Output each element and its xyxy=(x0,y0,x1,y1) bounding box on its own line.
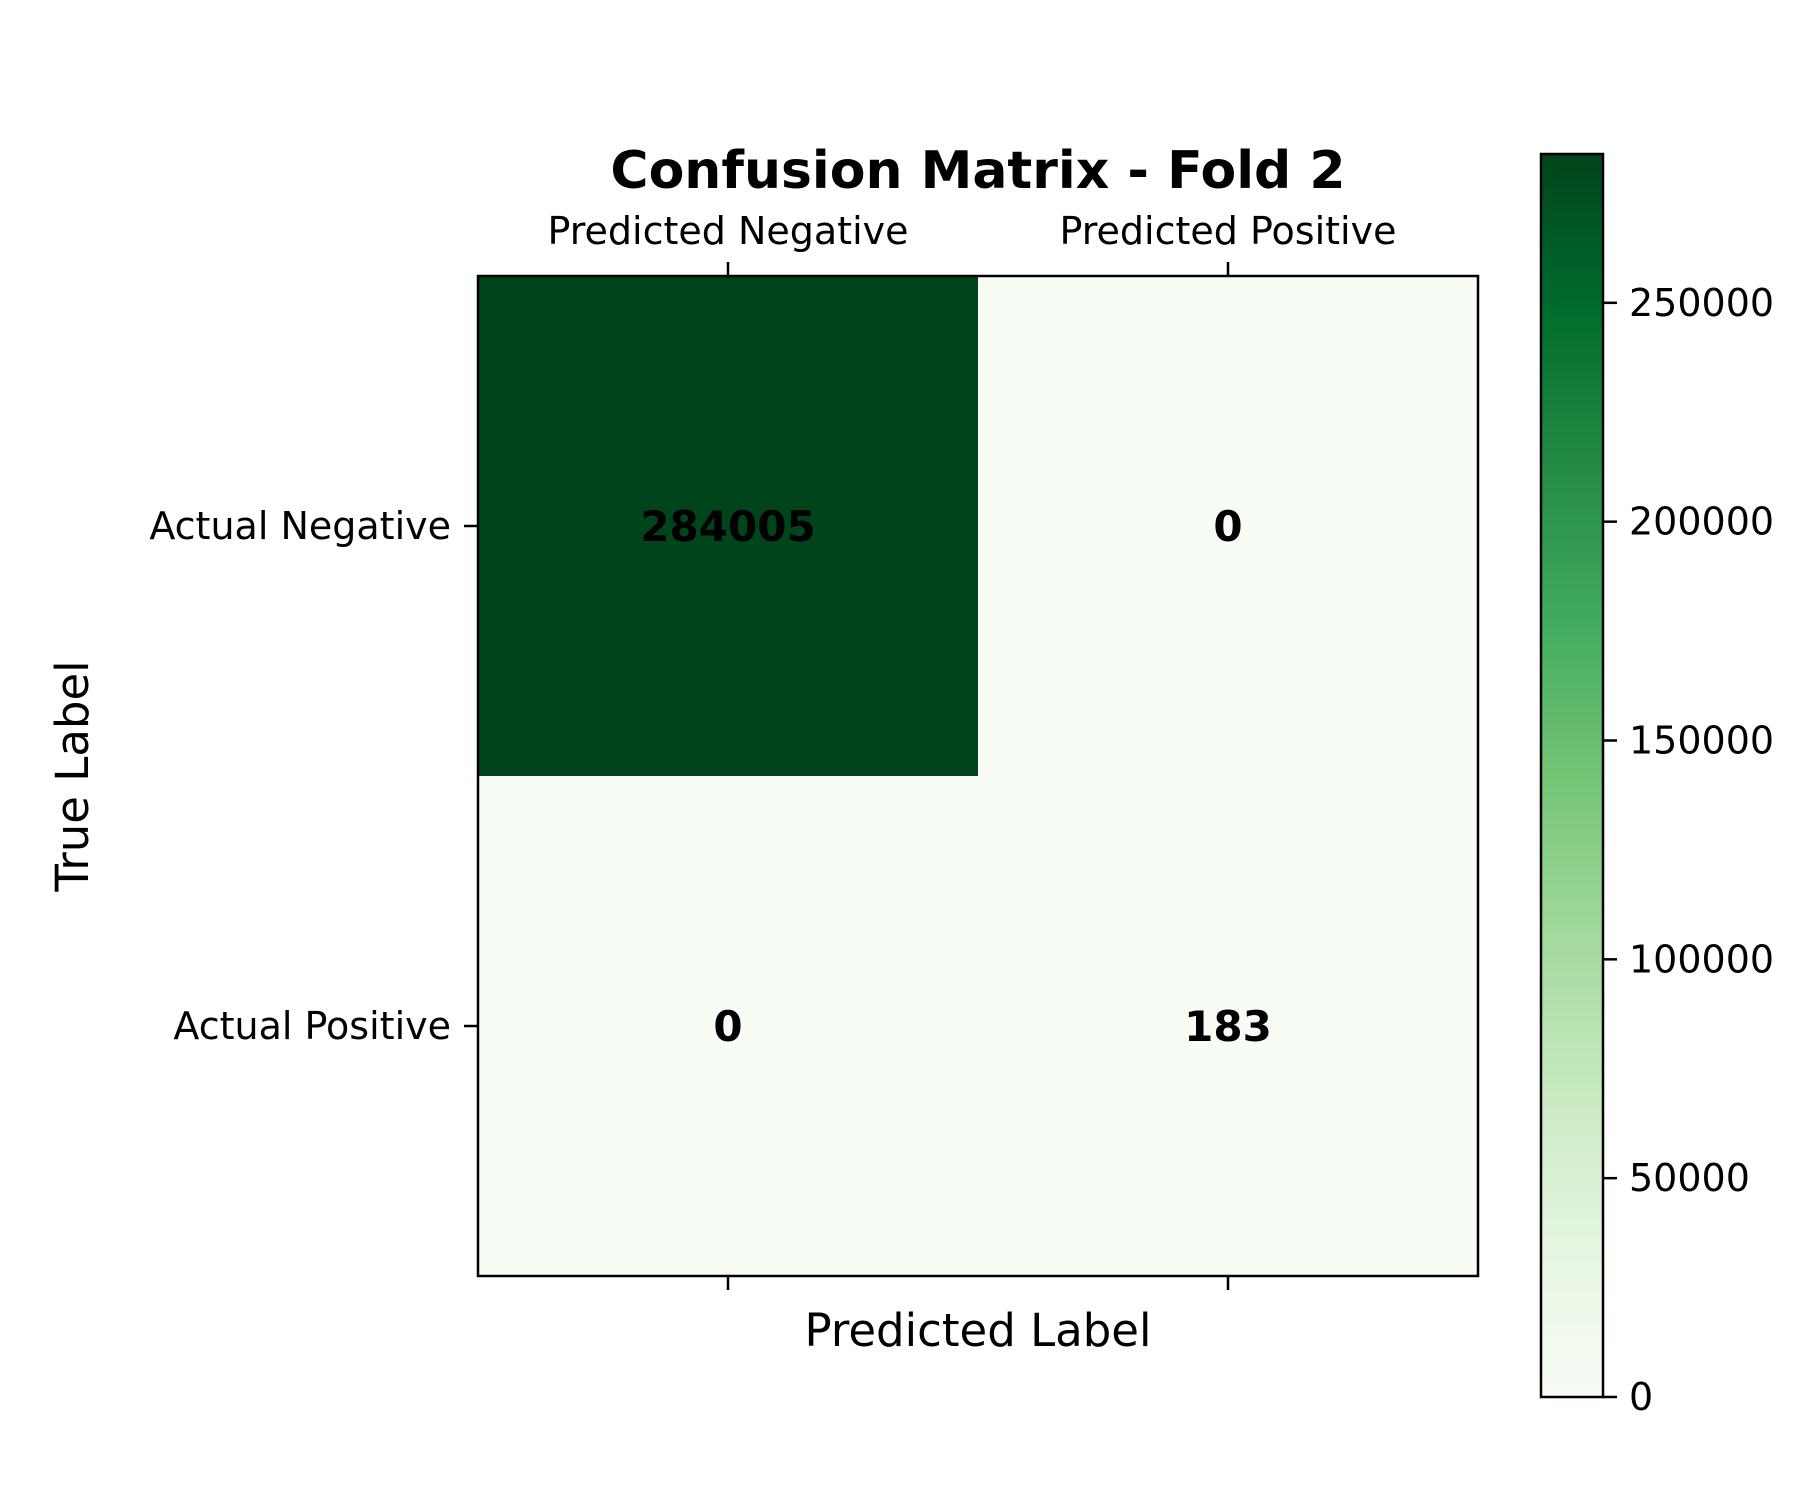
cell-value-label: 0 xyxy=(1213,502,1242,551)
colorbar-tick-label: 50000 xyxy=(1629,1156,1750,1200)
matrix-cells xyxy=(478,276,1478,1276)
colorbar xyxy=(1539,152,1605,1399)
colorbar-tick-label: 0 xyxy=(1629,1375,1653,1419)
matrix-cell xyxy=(978,776,1478,1276)
x-axis-label: Predicted Label xyxy=(805,1304,1152,1357)
x-tick-label: Predicted Negative xyxy=(548,209,909,253)
y-axis-ticks: Actual Negative Actual Positive xyxy=(149,504,478,1048)
colorbar-tick-label: 200000 xyxy=(1629,500,1774,544)
colorbar-tick-label: 250000 xyxy=(1629,281,1774,325)
y-axis-label: True Label xyxy=(46,660,99,892)
chart-title: Confusion Matrix - Fold 2 xyxy=(610,141,1345,201)
colorbar-tick-label: 150000 xyxy=(1629,718,1774,762)
y-tick-label: Actual Positive xyxy=(173,1004,451,1048)
colorbar-ticks: 0 50000 100000 150000 200000 250000 xyxy=(1603,281,1774,1419)
y-tick-label: Actual Negative xyxy=(149,504,451,548)
cell-value-label: 0 xyxy=(713,1002,742,1051)
matrix-cell xyxy=(478,276,978,776)
x-axis-ticks: Predicted Negative Predicted Positive xyxy=(548,209,1397,1290)
matrix-cell xyxy=(478,776,978,1276)
matrix-frame xyxy=(476,274,1480,1278)
cell-value-label: 284005 xyxy=(640,502,815,551)
matrix-cell xyxy=(978,276,1478,776)
colorbar-tick-label: 100000 xyxy=(1629,937,1774,981)
matrix-cell-labels: 284005 0 0 183 xyxy=(640,502,1272,1051)
x-tick-label: Predicted Positive xyxy=(1060,209,1397,253)
cell-value-label: 183 xyxy=(1184,1002,1272,1051)
